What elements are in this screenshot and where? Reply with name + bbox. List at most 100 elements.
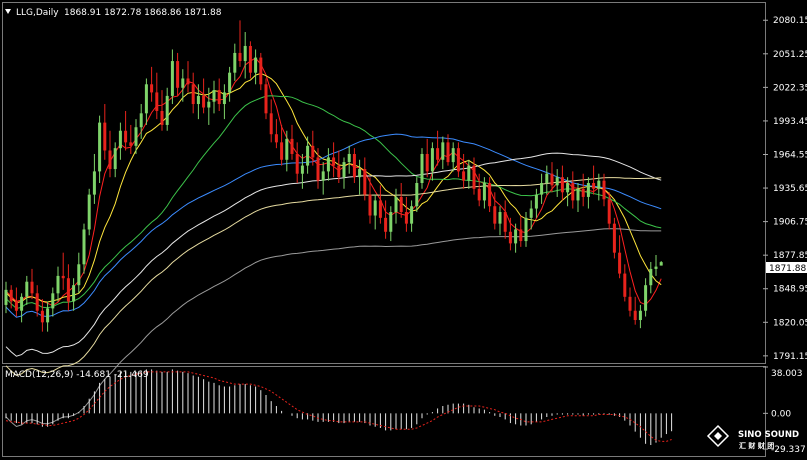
- candle[interactable]: [46, 301, 50, 332]
- candle[interactable]: [191, 72, 195, 114]
- candle[interactable]: [181, 69, 185, 102]
- candle[interactable]: [103, 104, 107, 160]
- candle[interactable]: [534, 188, 538, 218]
- candle[interactable]: [446, 134, 450, 166]
- candle[interactable]: [415, 177, 419, 213]
- candle[interactable]: [462, 153, 466, 189]
- candle[interactable]: [285, 130, 289, 172]
- candle[interactable]: [571, 171, 575, 209]
- candle[interactable]: [160, 90, 164, 131]
- candle[interactable]: [550, 162, 554, 193]
- candle[interactable]: [347, 145, 351, 174]
- candle[interactable]: [248, 41, 252, 79]
- candle[interactable]: [51, 287, 55, 317]
- candle[interactable]: [410, 200, 414, 232]
- candle[interactable]: [519, 215, 523, 247]
- candle[interactable]: [300, 153, 304, 189]
- candle[interactable]: [25, 275, 29, 305]
- candle[interactable]: [129, 124, 133, 154]
- candle[interactable]: [186, 61, 190, 93]
- candle[interactable]: [389, 206, 393, 242]
- candle[interactable]: [207, 87, 211, 125]
- candle[interactable]: [35, 285, 39, 317]
- candle[interactable]: [368, 177, 372, 224]
- candle[interactable]: [212, 80, 216, 114]
- candle[interactable]: [316, 148, 320, 189]
- candle[interactable]: [456, 142, 460, 178]
- candle[interactable]: [134, 119, 138, 154]
- candle[interactable]: [228, 66, 232, 102]
- candle[interactable]: [87, 188, 91, 236]
- candle[interactable]: [394, 188, 398, 224]
- candle[interactable]: [274, 119, 278, 149]
- candle[interactable]: [378, 185, 382, 224]
- candle[interactable]: [441, 136, 445, 170]
- candle[interactable]: [503, 200, 507, 239]
- candle[interactable]: [628, 287, 632, 317]
- candle[interactable]: [4, 281, 8, 314]
- candle[interactable]: [451, 142, 455, 172]
- candle[interactable]: [576, 183, 580, 213]
- candle[interactable]: [425, 138, 429, 178]
- candle[interactable]: [233, 43, 237, 81]
- candle[interactable]: [644, 278, 648, 317]
- candle[interactable]: [602, 173, 606, 207]
- candle[interactable]: [326, 148, 330, 181]
- candle[interactable]: [118, 122, 122, 160]
- candle[interactable]: [332, 142, 336, 178]
- candle[interactable]: [545, 165, 549, 195]
- candle[interactable]: [555, 169, 559, 197]
- candle[interactable]: [196, 84, 200, 120]
- candle[interactable]: [155, 72, 159, 120]
- candle[interactable]: [358, 159, 362, 195]
- candle[interactable]: [124, 111, 128, 151]
- candle[interactable]: [98, 115, 102, 183]
- candle[interactable]: [524, 212, 528, 247]
- candle[interactable]: [56, 266, 60, 302]
- candle[interactable]: [352, 148, 356, 183]
- candle[interactable]: [566, 177, 570, 207]
- candle[interactable]: [243, 32, 247, 79]
- candle[interactable]: [493, 192, 497, 230]
- candle[interactable]: [40, 299, 44, 332]
- candle[interactable]: [269, 99, 273, 143]
- candle[interactable]: [607, 192, 611, 230]
- candle[interactable]: [488, 177, 492, 213]
- dropdown-arrow-icon[interactable]: [5, 9, 11, 14]
- candle[interactable]: [77, 252, 81, 294]
- candle[interactable]: [321, 162, 325, 195]
- candle[interactable]: [659, 261, 663, 266]
- candle[interactable]: [176, 52, 180, 96]
- candle[interactable]: [560, 165, 564, 201]
- candle[interactable]: [170, 49, 174, 105]
- candle[interactable]: [363, 157, 367, 201]
- candle[interactable]: [404, 196, 408, 232]
- candle[interactable]: [290, 124, 294, 160]
- candle[interactable]: [238, 20, 242, 67]
- candle[interactable]: [477, 173, 481, 207]
- candle[interactable]: [430, 142, 434, 181]
- candle[interactable]: [202, 78, 206, 114]
- candle[interactable]: [597, 173, 601, 201]
- candle[interactable]: [337, 150, 341, 183]
- candle[interactable]: [311, 130, 315, 166]
- candle[interactable]: [581, 173, 585, 207]
- candles[interactable]: [4, 20, 663, 332]
- candle[interactable]: [217, 78, 221, 111]
- candle[interactable]: [436, 130, 440, 166]
- candle[interactable]: [649, 261, 653, 294]
- candle[interactable]: [61, 252, 65, 290]
- candle[interactable]: [264, 78, 268, 120]
- candle[interactable]: [342, 157, 346, 189]
- candle[interactable]: [508, 217, 512, 251]
- candle[interactable]: [399, 183, 403, 218]
- candle[interactable]: [82, 223, 86, 274]
- candle[interactable]: [618, 235, 622, 279]
- candle[interactable]: [384, 200, 388, 239]
- candle[interactable]: [9, 285, 13, 309]
- candle[interactable]: [612, 217, 616, 259]
- candle[interactable]: [66, 264, 70, 311]
- candle[interactable]: [472, 157, 476, 195]
- candle[interactable]: [482, 177, 486, 209]
- candle[interactable]: [467, 159, 471, 189]
